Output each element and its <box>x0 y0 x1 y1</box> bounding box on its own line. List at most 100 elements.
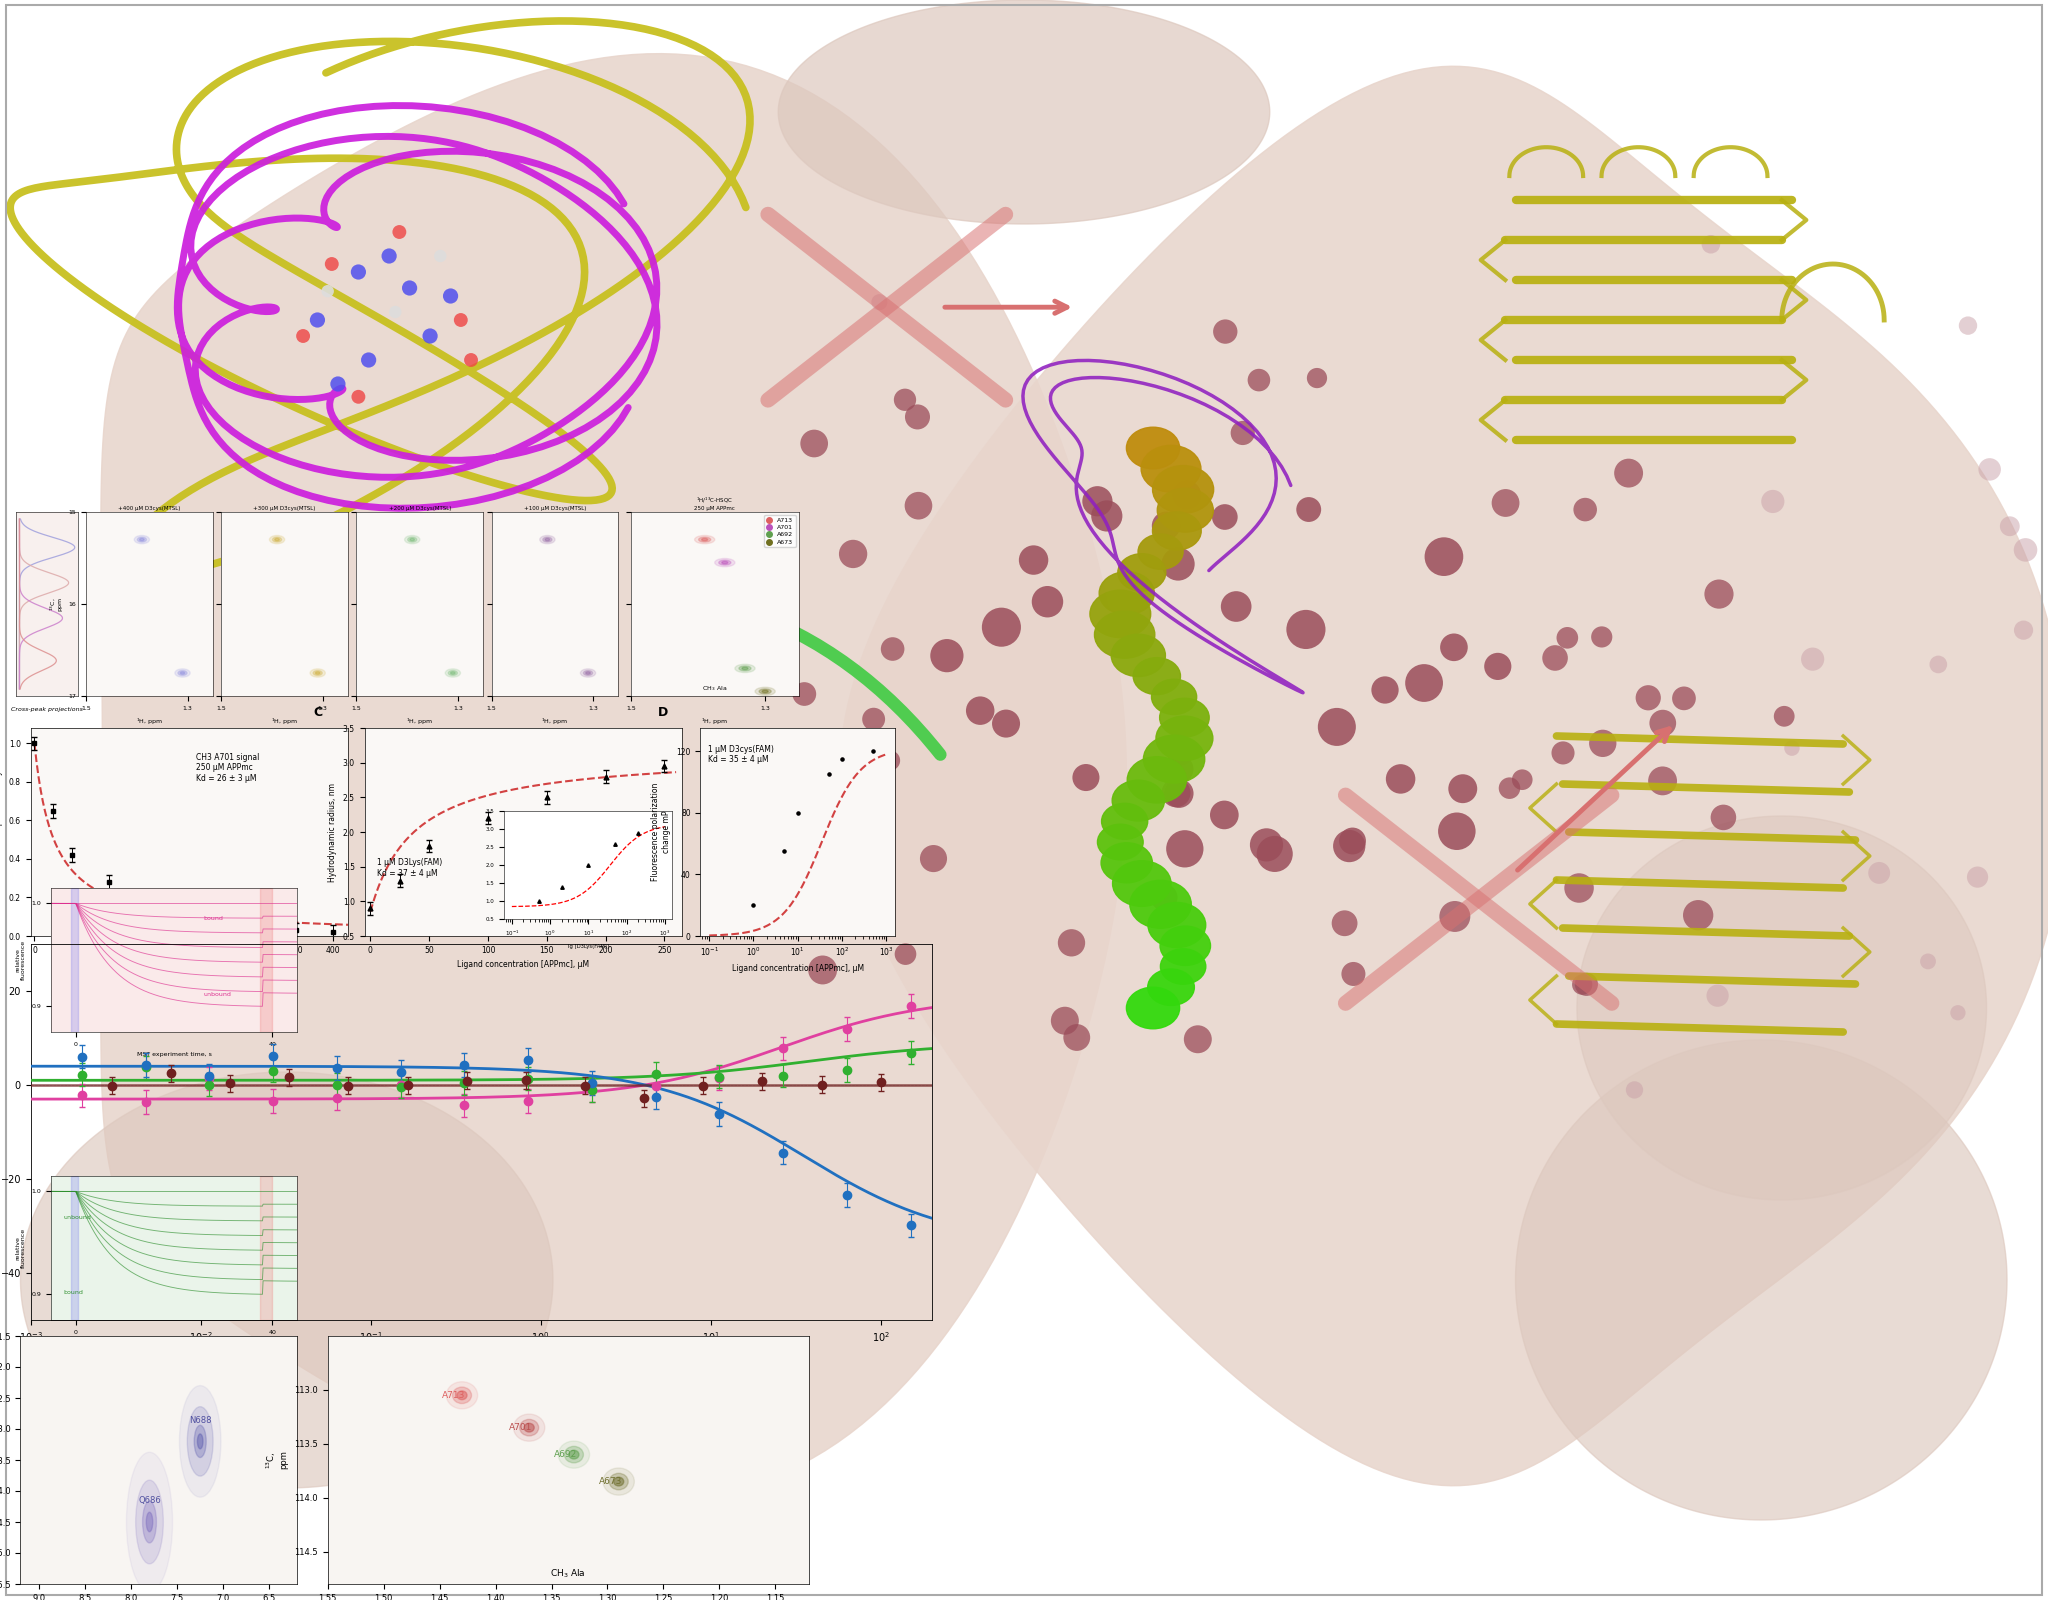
Point <box>1081 488 1114 514</box>
Point <box>1921 651 1954 677</box>
Point <box>1208 802 1241 827</box>
Ellipse shape <box>602 1467 635 1494</box>
Text: CH$_3$ Ala: CH$_3$ Ala <box>702 685 727 693</box>
Text: 1 µM D3cys(FAM)
Kd = 35 ± 4 µM: 1 µM D3cys(FAM) Kd = 35 ± 4 µM <box>709 744 774 765</box>
Circle shape <box>1161 949 1206 984</box>
Circle shape <box>1102 803 1147 840</box>
Title: +200 µM D3cys(MTSL): +200 µM D3cys(MTSL) <box>389 506 451 510</box>
Point <box>1993 514 2025 539</box>
Title: +300 µM D3cys(MTSL): +300 µM D3cys(MTSL) <box>254 506 315 510</box>
Point <box>379 299 412 325</box>
Point <box>393 275 426 301</box>
Point <box>1702 982 1735 1008</box>
Point <box>1708 805 1741 830</box>
Point <box>1632 685 1665 710</box>
X-axis label: $^1$H, ppm: $^1$H, ppm <box>700 717 729 726</box>
X-axis label: MST experiment time, s: MST experiment time, s <box>137 1341 211 1346</box>
Ellipse shape <box>449 670 457 675</box>
Point <box>874 747 907 773</box>
Circle shape <box>1118 554 1165 590</box>
Point <box>1493 776 1526 802</box>
Circle shape <box>1100 571 1155 614</box>
Point <box>930 643 963 669</box>
Point <box>1702 581 1735 606</box>
Ellipse shape <box>270 536 285 544</box>
Point <box>1055 930 1087 955</box>
Point <box>1569 496 1602 522</box>
Point <box>1329 910 1362 936</box>
Ellipse shape <box>457 1390 467 1400</box>
Ellipse shape <box>408 538 418 542</box>
Point <box>1505 766 1538 792</box>
Circle shape <box>1133 658 1180 694</box>
Point <box>1974 456 2007 482</box>
Ellipse shape <box>178 670 186 675</box>
Point <box>889 387 922 413</box>
Point <box>1300 365 1333 390</box>
Point <box>1563 875 1595 901</box>
Legend: A713, A701, A692, A673: A713, A701, A692, A673 <box>764 515 795 547</box>
Ellipse shape <box>715 558 735 566</box>
Circle shape <box>1112 634 1165 677</box>
Point <box>1090 502 1122 528</box>
Polygon shape <box>778 0 1270 224</box>
Ellipse shape <box>735 664 756 672</box>
Circle shape <box>1143 734 1204 782</box>
Ellipse shape <box>719 560 731 565</box>
Point <box>342 259 375 285</box>
Point <box>1438 904 1470 930</box>
Circle shape <box>1112 861 1171 907</box>
Polygon shape <box>1577 816 1987 1200</box>
Ellipse shape <box>453 1387 471 1403</box>
Point <box>1489 490 1522 515</box>
Point <box>1481 654 1513 680</box>
Point <box>918 846 950 872</box>
Ellipse shape <box>520 1419 539 1435</box>
Point <box>807 957 840 982</box>
Y-axis label: $^{13}$C,
ppm: $^{13}$C, ppm <box>49 597 63 611</box>
Ellipse shape <box>698 538 711 542</box>
Title: +100 µM D3cys(MTSL): +100 µM D3cys(MTSL) <box>524 506 586 510</box>
Ellipse shape <box>444 669 461 677</box>
Ellipse shape <box>569 1450 580 1459</box>
Point <box>414 323 446 349</box>
Point <box>889 941 922 966</box>
Point <box>1169 837 1202 862</box>
Point <box>1018 547 1051 573</box>
Point <box>862 290 895 315</box>
X-axis label: $^1$H, ppm: $^1$H, ppm <box>135 717 164 726</box>
Circle shape <box>1102 843 1153 883</box>
Circle shape <box>1141 445 1200 493</box>
Point <box>424 243 457 269</box>
Polygon shape <box>100 54 1126 1498</box>
Circle shape <box>1130 880 1192 928</box>
Point <box>1647 768 1679 794</box>
Text: unbound: unbound <box>203 992 231 997</box>
Point <box>985 614 1018 640</box>
Circle shape <box>1155 717 1212 760</box>
Point <box>1681 902 1714 928</box>
Point <box>1952 314 1985 339</box>
Y-axis label: $^{13}$C,
ppm: $^{13}$C, ppm <box>264 1451 289 1469</box>
Point <box>1384 766 1417 792</box>
Ellipse shape <box>762 690 768 693</box>
Circle shape <box>1153 512 1202 550</box>
Point <box>1159 779 1192 805</box>
Point <box>1163 781 1196 806</box>
Point <box>901 493 934 518</box>
Text: A713: A713 <box>442 1390 465 1400</box>
Point <box>434 283 467 309</box>
Ellipse shape <box>145 1512 154 1531</box>
Circle shape <box>1159 926 1210 965</box>
Y-axis label: relative
fluorescence: relative fluorescence <box>14 1227 27 1269</box>
Text: Cross-peak projections: Cross-peak projections <box>10 707 84 712</box>
Ellipse shape <box>174 669 190 677</box>
Point <box>1647 710 1679 736</box>
Text: N688: N688 <box>188 1416 211 1426</box>
Point <box>1550 626 1583 651</box>
Ellipse shape <box>135 536 150 544</box>
Title: $^1$H/$^{13}$C-HSQC
250 µM APPmc: $^1$H/$^{13}$C-HSQC 250 µM APPmc <box>694 496 735 510</box>
Point <box>1440 819 1473 845</box>
Ellipse shape <box>410 538 414 541</box>
Point <box>1030 589 1063 614</box>
